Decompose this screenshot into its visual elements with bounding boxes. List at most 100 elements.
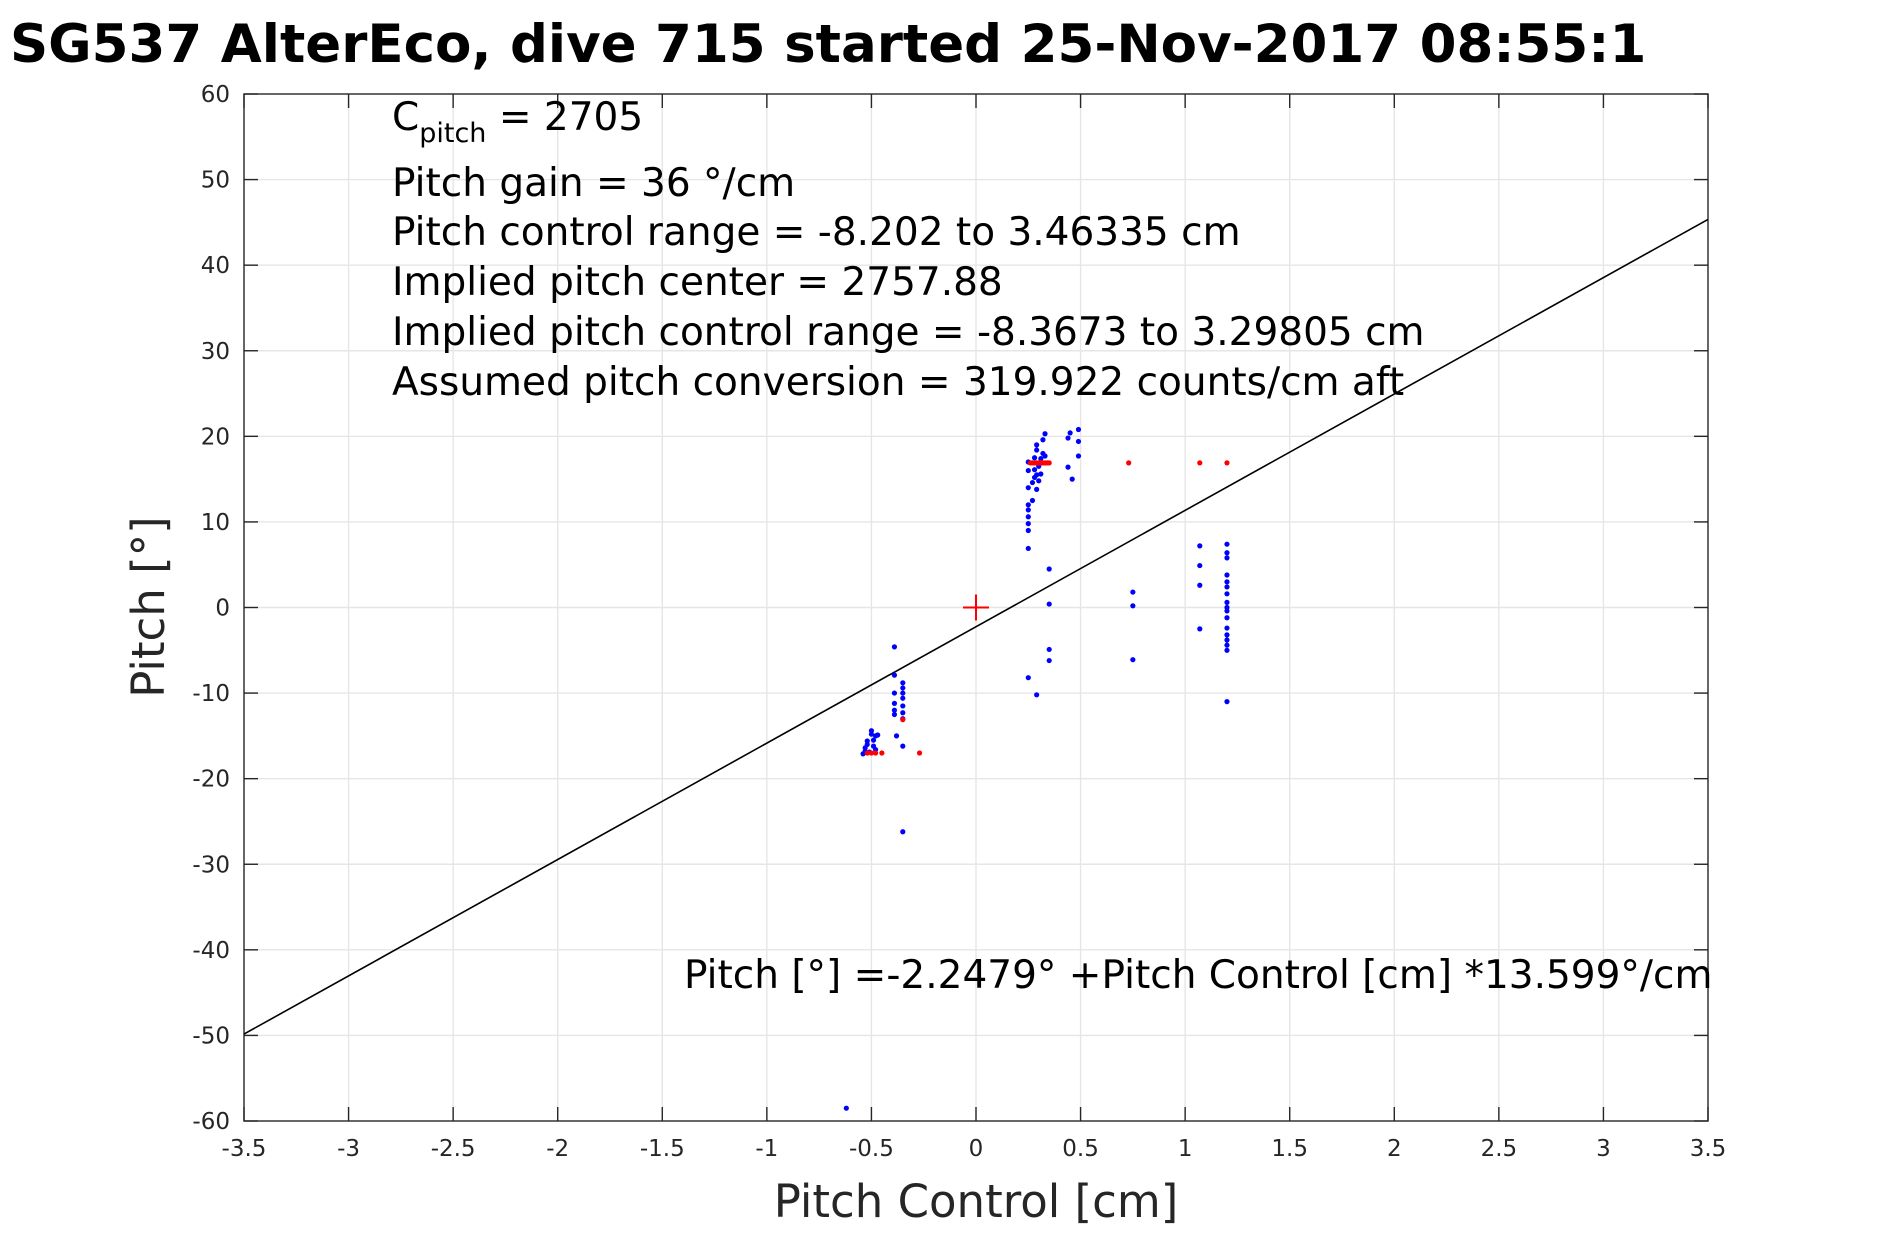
data-point: [1034, 442, 1040, 448]
y-tick-label: 0: [215, 596, 230, 622]
data-point: [1224, 615, 1230, 621]
data-point: [1040, 437, 1046, 443]
data-point: [891, 672, 898, 678]
data-point: [900, 680, 906, 686]
data-point: [1025, 675, 1031, 681]
control-range-annotation: Pitch control range = -8.202 to 3.46335 …: [392, 210, 1241, 255]
y-tick-label: 10: [201, 510, 230, 536]
y-tick-labels: 60 50 40 30 20 10 0 -10 -20 -30 -40 -50 -60: [192, 82, 230, 1135]
data-point: [1042, 431, 1048, 437]
data-point: [1224, 579, 1230, 585]
data-point: [1224, 591, 1230, 597]
data-point: [1224, 647, 1230, 653]
x-tick-label: -2.5: [431, 1136, 476, 1162]
data-point: [900, 703, 906, 709]
data-point: [1025, 485, 1031, 491]
c-pitch-annotation: Cpitch = 2705: [392, 95, 643, 149]
data-point: [843, 1105, 849, 1111]
y-tick-label: -50: [192, 1023, 230, 1049]
data-point: [1130, 657, 1136, 663]
data-point: [900, 717, 906, 723]
data-point: [1069, 476, 1075, 482]
fit-equation: Pitch [°] =-2.2479° +Pitch Control [cm] …: [684, 953, 1712, 998]
data-point: [893, 733, 900, 739]
data-point: [1025, 514, 1031, 520]
x-tick-label: 2.5: [1481, 1136, 1518, 1162]
data-point: [864, 750, 870, 756]
y-tick-label: 60: [201, 82, 230, 108]
data-point: [1029, 479, 1036, 486]
y-tick-label: 40: [201, 253, 230, 279]
data-point: [891, 690, 898, 696]
data-point: [1046, 460, 1052, 466]
data-point: [1197, 543, 1203, 549]
data-point: [868, 728, 875, 734]
y-tick-label: 50: [201, 168, 230, 194]
data-point: [891, 644, 898, 650]
data-point: [1224, 460, 1230, 466]
x-tick-label: 0.5: [1062, 1136, 1099, 1162]
data-point: [1224, 550, 1230, 556]
implied-center-annotation: Implied pitch center = 2757.88: [392, 260, 1003, 305]
x-axis-label: Pitch Control [cm]: [774, 1175, 1179, 1228]
data-point: [1065, 464, 1071, 470]
data-point: [1046, 566, 1052, 572]
c-pitch-value: = 2705: [486, 95, 643, 140]
data-point: [1224, 541, 1230, 547]
data-point: [1224, 625, 1230, 631]
data-point: [891, 711, 898, 718]
grid-layer: [244, 94, 1708, 1121]
chart-title: SG537 AlterEco, dive 715 started 25-Nov-…: [10, 14, 1646, 75]
data-point: [1042, 453, 1048, 459]
x-tick-label: -2: [546, 1136, 569, 1162]
data-point: [900, 829, 906, 835]
y-tick-label: -20: [192, 767, 230, 793]
data-point: [900, 743, 906, 749]
data-point: [1025, 502, 1031, 508]
x-tick-label: 0: [969, 1136, 984, 1162]
fit-line: [243, 218, 1709, 1035]
data-point: [1038, 455, 1044, 462]
data-point: [873, 750, 879, 756]
data-point: [1197, 626, 1203, 632]
data-point: [1065, 435, 1071, 441]
y-tick-label: 20: [201, 424, 230, 450]
data-point: [1025, 545, 1031, 552]
data-point: [879, 750, 885, 756]
data-point: [1224, 637, 1230, 643]
x-tick-label: -1.5: [640, 1136, 685, 1162]
data-point: [1034, 447, 1040, 453]
data-point: [1224, 572, 1230, 578]
data-point: [1197, 460, 1203, 466]
data-points: [843, 426, 1230, 1111]
data-point: [1130, 589, 1136, 595]
y-tick-label: -10: [192, 681, 230, 707]
plot-frame: [243, 93, 1709, 1122]
data-point: [875, 732, 881, 738]
data-point: [916, 750, 923, 756]
x-tick-label: 2: [1387, 1136, 1402, 1162]
data-point: [1034, 692, 1040, 698]
data-point: [1036, 478, 1042, 484]
data-point: [1025, 507, 1031, 513]
data-point: [1075, 426, 1082, 433]
data-point: [1025, 521, 1031, 527]
x-tick-label: 1: [1178, 1136, 1193, 1162]
data-point: [1046, 646, 1052, 653]
y-tick-label: -30: [192, 852, 230, 878]
y-tick-label: -60: [192, 1109, 230, 1135]
data-point: [900, 695, 906, 701]
data-point: [1046, 657, 1052, 664]
x-tick-label: 1.5: [1271, 1136, 1308, 1162]
data-point: [870, 737, 877, 743]
data-point: [900, 685, 906, 691]
pitch-gain-annotation: Pitch gain = 36 °/cm: [392, 161, 795, 206]
fit-line-layer: [243, 218, 1709, 1035]
data-point: [1224, 642, 1230, 648]
data-point: [891, 707, 898, 713]
x-tick-label: -3.5: [222, 1136, 267, 1162]
y-axis-label: Pitch [°]: [122, 516, 175, 697]
data-point: [1197, 562, 1203, 569]
c-pitch-subscript: pitch: [419, 118, 486, 149]
x-tick-label: -1: [755, 1136, 778, 1162]
